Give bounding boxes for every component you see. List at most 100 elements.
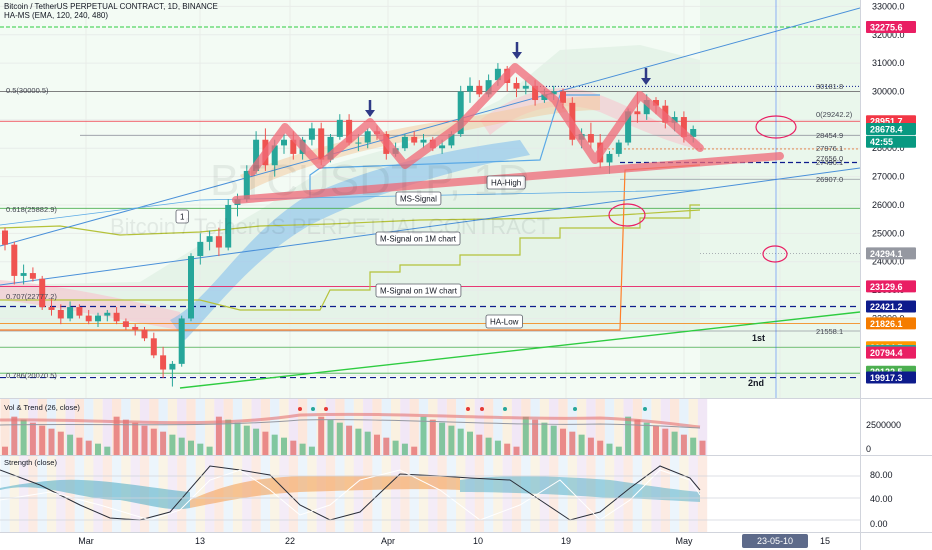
volume-bar xyxy=(476,434,483,455)
annotation-box xyxy=(486,175,526,190)
pane-stripe xyxy=(697,399,708,455)
volume-bar xyxy=(281,437,287,455)
annotation-box xyxy=(395,191,442,206)
price-tick-label: 28000.0 xyxy=(872,143,905,153)
volume-bar xyxy=(29,422,36,455)
volume-bar xyxy=(569,431,576,455)
candle-body xyxy=(104,312,111,316)
time-tick-label: Mar xyxy=(78,536,94,546)
candle-body xyxy=(457,91,464,135)
candle-body xyxy=(11,244,18,276)
pane-stripe xyxy=(19,456,29,532)
signal-dot xyxy=(298,407,302,411)
highlight-circle xyxy=(762,245,788,263)
pane-stripe xyxy=(316,456,326,532)
candle-body xyxy=(550,91,557,95)
pane-stripe xyxy=(484,399,494,455)
vol-trend-pane: 2500000 0 xyxy=(0,399,901,455)
pane-tick-label: 2500000 xyxy=(866,420,901,430)
candle-body xyxy=(20,273,27,276)
volume-bar xyxy=(48,428,55,455)
time-axis[interactable]: Mar 13 22 Apr 10 19 May 15 23-05-10 xyxy=(78,534,830,548)
volume-bar xyxy=(39,425,46,455)
pane-stripe xyxy=(595,399,605,455)
level-label: 27976.1 xyxy=(816,144,843,153)
signal-dot xyxy=(573,407,577,411)
annotation-label: M-Signal on 1W chart xyxy=(380,287,458,296)
volume-bar xyxy=(653,425,659,455)
volume-bar xyxy=(615,446,622,455)
price-tag-label: 32275.6 xyxy=(870,22,903,32)
candle-body xyxy=(132,326,139,330)
pane-stripe xyxy=(428,456,438,532)
volume-bar xyxy=(113,416,120,455)
pane-stripe xyxy=(484,456,494,532)
volume-bar xyxy=(234,422,241,455)
candle-body xyxy=(420,139,427,143)
volume-bar xyxy=(448,425,455,455)
price-tag xyxy=(866,346,916,359)
highlight-circle xyxy=(608,203,646,227)
pane-stripe xyxy=(28,456,38,532)
level-label: 30181.8 xyxy=(816,82,843,91)
price-tick-label: 27000.0 xyxy=(872,172,905,182)
volume-bar xyxy=(318,416,325,455)
candle-body xyxy=(243,170,250,200)
pane-stripe xyxy=(56,456,66,532)
candle-body xyxy=(522,85,529,89)
volume-bar xyxy=(485,437,492,455)
volume-bar xyxy=(76,437,83,455)
time-tick-label: 15 xyxy=(820,536,830,546)
volume-bar xyxy=(336,422,343,455)
orange-ribbon xyxy=(240,95,600,190)
level-label: 21558.1 xyxy=(816,327,843,336)
trend-band xyxy=(0,412,701,429)
candle-body xyxy=(401,136,408,149)
volume-bar xyxy=(327,419,334,455)
candle-body xyxy=(197,241,204,257)
price-tag xyxy=(866,122,916,135)
candle-body xyxy=(690,129,697,137)
pane-stripe xyxy=(558,399,568,455)
pane-stripe xyxy=(474,399,484,455)
price-tag xyxy=(866,280,916,293)
trend-line xyxy=(0,189,701,226)
pane-stripe xyxy=(697,456,708,532)
pane-stripe xyxy=(493,399,503,455)
highlight-circle xyxy=(755,115,797,139)
pane-stripe xyxy=(177,399,187,455)
volume-bar xyxy=(411,446,418,455)
pane-stripe xyxy=(37,456,47,532)
pane-stripe xyxy=(0,456,10,532)
volume-bar xyxy=(57,431,64,455)
candle-body xyxy=(653,100,659,106)
annotation-label: 2nd xyxy=(748,378,764,388)
candle-body xyxy=(2,230,8,245)
pane-stripe xyxy=(400,399,410,455)
volume-bar xyxy=(346,425,353,455)
volume-bar xyxy=(699,440,706,455)
candle-body xyxy=(494,68,501,81)
volume-bar xyxy=(550,425,557,455)
candle-body xyxy=(560,91,566,103)
pane-stripe xyxy=(614,399,624,455)
signal-dot xyxy=(503,407,507,411)
pane-tick-label: 0 xyxy=(866,444,871,454)
pane-stripe xyxy=(456,456,466,532)
watermark-name: Bitcoin / TetherUS PERPETUAL CONTRACT xyxy=(110,214,550,239)
volume-bar xyxy=(122,419,129,455)
candle-body xyxy=(48,307,55,310)
candle-body xyxy=(39,278,46,308)
candle-body xyxy=(643,100,650,115)
pane-stripe xyxy=(74,399,85,455)
candle-body xyxy=(57,309,64,319)
price-tag-label: 23129.6 xyxy=(870,282,903,292)
candle-body xyxy=(206,236,213,242)
annotation-label: MS-Signal xyxy=(400,195,437,204)
pane-stripe xyxy=(149,399,159,455)
volume-bar xyxy=(625,416,632,455)
annotation-box xyxy=(375,231,461,246)
pane-stripe xyxy=(474,456,484,532)
